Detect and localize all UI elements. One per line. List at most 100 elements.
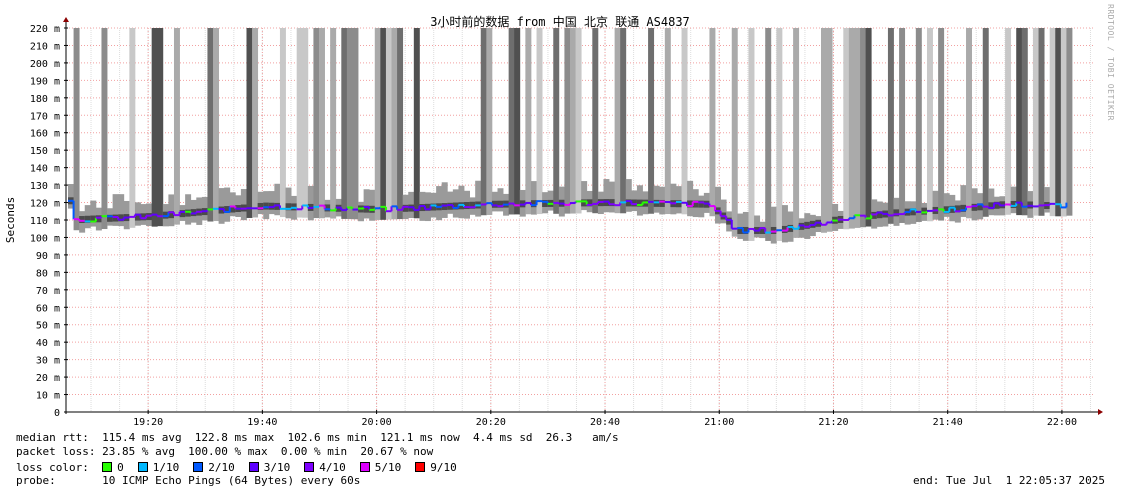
smoke-column [341,28,348,219]
legend-item-0: 0 [102,461,138,474]
smoke-core [977,203,984,211]
smoke-core [988,202,995,210]
smoke-core [692,200,699,208]
x-tick-label: 19:40 [247,417,277,428]
smoke-band [224,187,231,222]
smoke-core [95,215,102,223]
smoke-band [603,179,610,213]
smoke-core [257,202,264,210]
smoke-column [748,28,755,241]
smoke-core [112,214,119,222]
legend-swatch [102,462,113,472]
y-tick-label: 10 m [36,391,60,402]
smoke-column [564,28,571,214]
smoke-band [285,187,292,219]
y-tick-label: 180 m [30,94,60,105]
smoke-column [508,28,515,215]
y-tick-label: 210 m [30,41,60,52]
legend-swatch [304,462,315,472]
smoke-band [118,194,125,227]
smoke-column [915,28,922,222]
smoke-column [346,28,353,220]
smoke-column [982,28,989,217]
smoke-column [614,28,621,214]
smoke-band [497,188,504,212]
smoke-column [1038,28,1045,216]
legend-item-1: 1/10 [137,460,194,474]
smoke-band [436,186,443,221]
smoke-core [954,205,961,213]
smoke-band [185,194,192,225]
smoke-column [391,28,398,220]
smoke-column [352,28,359,220]
smoke-core [586,199,593,207]
y-tick-label: 50 m [36,321,60,332]
x-tick-label: 20:40 [590,417,620,428]
smoke-core [497,200,504,208]
smoke-core [363,205,370,213]
smoke-band [475,180,482,217]
legend-label: 2/10 [208,460,235,474]
smoke-core [581,199,588,207]
smoke-band [307,185,314,221]
smoke-column [1005,28,1012,215]
smoke-column [681,28,688,215]
smoke-core [804,221,811,229]
smoke-column [765,28,772,241]
smoke-core [263,202,270,210]
smoke-column [709,28,716,217]
smoke-core [447,202,454,210]
smoke-core [631,199,638,207]
end-time: end: Tue Jul 1 22:05:37 2025 [912,474,1105,487]
smoke-core [770,226,777,234]
median-rtt-stats: median rtt: 115.4 ms avg 122.8 ms max 10… [16,431,619,444]
smoke-core [653,199,660,207]
y-tick-label: 110 m [30,216,60,227]
smoke-core [134,213,141,221]
smoke-column [514,28,521,215]
legend-label: 5/10 [374,460,402,474]
y-tick-label: 200 m [30,59,60,70]
x-tick-labels: 19:20 19:40 20:00 20:20 20:40 21:00 21:20 21:40… [133,410,1077,428]
smoke-column [865,28,872,227]
smoke-core [229,205,236,213]
legend-label: 1/10 [152,460,180,474]
smoke-core [402,204,409,212]
smoke-band [369,189,376,221]
smoke-core [949,205,956,213]
smoke-column [73,28,80,231]
smoke-core [971,203,978,211]
smoke-column [536,28,543,215]
y-tick-label: 120 m [30,199,60,210]
y-tick-label: 130 m [30,181,60,192]
smoke-core [726,217,733,225]
smoke-core [625,199,632,207]
smoke-column [821,28,827,233]
y-tick-label: 220 m [30,24,60,35]
smoke-band [609,181,616,213]
smoke-core [698,200,705,208]
smoke-core [921,207,928,215]
smoke-core [910,208,917,216]
smoke-column [252,28,259,218]
smoke-band [932,190,939,220]
smoke-column [302,28,309,218]
smoke-core [90,215,97,223]
smoke-core [452,202,459,210]
smoke-core [469,201,476,209]
smoke-column [1066,28,1073,216]
smoke-core [118,214,125,222]
x-tick-label: 20:20 [476,417,506,428]
y-tick-label: 0 [54,408,60,419]
smoke-band [458,185,465,219]
y-tick-label: 20 m [36,373,60,384]
packet-loss-stats: packet loss: 23.85 % avg 100.00 % max 0.… [16,445,434,458]
smoke-core [759,226,766,234]
smoke-column [319,28,325,219]
smoke-column [1016,28,1023,216]
smoke-column [843,28,850,230]
y-tick-label: 40 m [36,338,60,349]
legend-item-4: 4/10 [304,461,360,474]
smoke-column [570,28,576,214]
smoke-column [279,28,286,218]
